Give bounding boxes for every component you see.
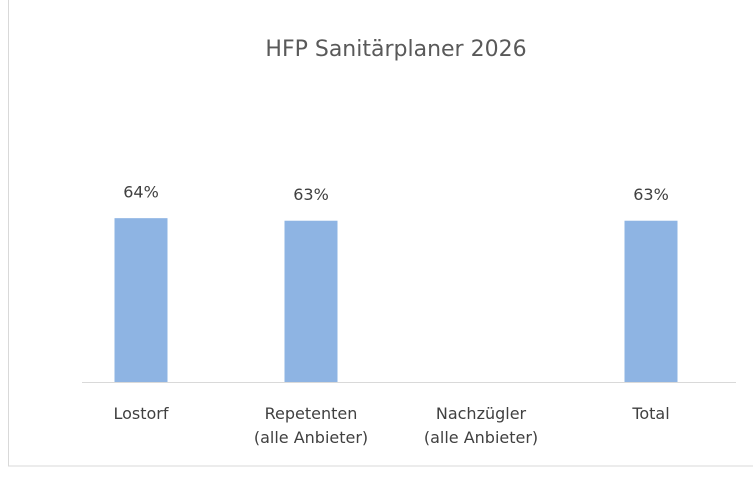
bar [284, 220, 338, 382]
x-tick-label: Repetenten (alle Anbieter) [253, 404, 369, 447]
x-tick-label: Nachzügler (alle Anbieter) [423, 404, 539, 447]
bar [624, 220, 678, 382]
chart-frame [8, 0, 753, 467]
bar [114, 218, 168, 382]
data-label: 63% [293, 185, 329, 204]
x-tick-label: Total [632, 404, 670, 423]
x-tick-label: Lostorf [113, 404, 169, 423]
data-label: 64% [123, 183, 159, 202]
chart-title: HFP Sanitärplaner 2026 [265, 37, 526, 62]
data-label: 63% [633, 185, 669, 204]
